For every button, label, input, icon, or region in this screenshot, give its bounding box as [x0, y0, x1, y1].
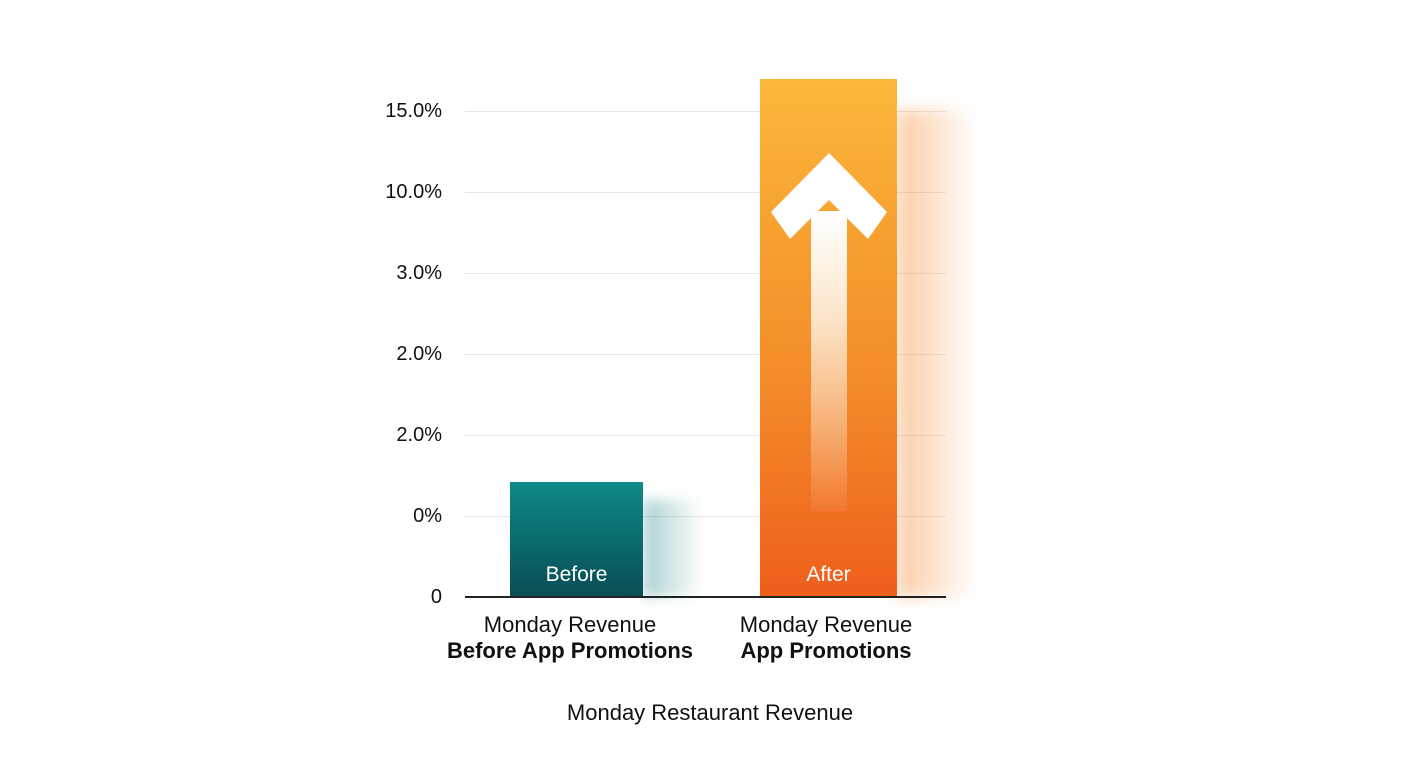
category-line1: Monday Revenue: [483, 612, 657, 637]
y-tick-label: 15.0%: [385, 100, 442, 122]
gridline: [465, 354, 946, 355]
y-tick-label: 0: [430, 586, 442, 608]
gridline: [465, 435, 946, 436]
y-tick-label: 2.0%: [396, 343, 442, 365]
category-line2: Before App Promotions: [446, 638, 694, 663]
bar-before-label: Before: [545, 563, 608, 586]
y-tick-label: 0%: [413, 505, 442, 527]
gridline: [465, 516, 946, 517]
y-tick-label: 2.0%: [396, 424, 442, 446]
y-tick-label: 3.0%: [396, 262, 442, 284]
bar-after: After: [760, 79, 897, 597]
bar-after-label: After: [806, 563, 851, 586]
bar-before-glow: [643, 500, 703, 597]
category-line1: Monday Revenue: [739, 612, 913, 637]
category-label-after: Monday Revenue App Promotions: [696, 612, 956, 664]
gridline: [465, 192, 946, 193]
x-axis-title: Monday Restaurant Revenue: [566, 700, 854, 725]
x-axis-line: [465, 596, 946, 598]
category-label-before: Monday Revenue Before App Promotions: [440, 612, 700, 664]
bar-before: Before: [510, 482, 643, 597]
y-tick-label: 10.0%: [385, 181, 442, 203]
up-arrow-icon: [771, 153, 887, 511]
gridline: [465, 273, 946, 274]
bar-after-glow: [897, 110, 977, 597]
gridline: [465, 111, 946, 112]
category-line2: App Promotions: [740, 638, 912, 663]
